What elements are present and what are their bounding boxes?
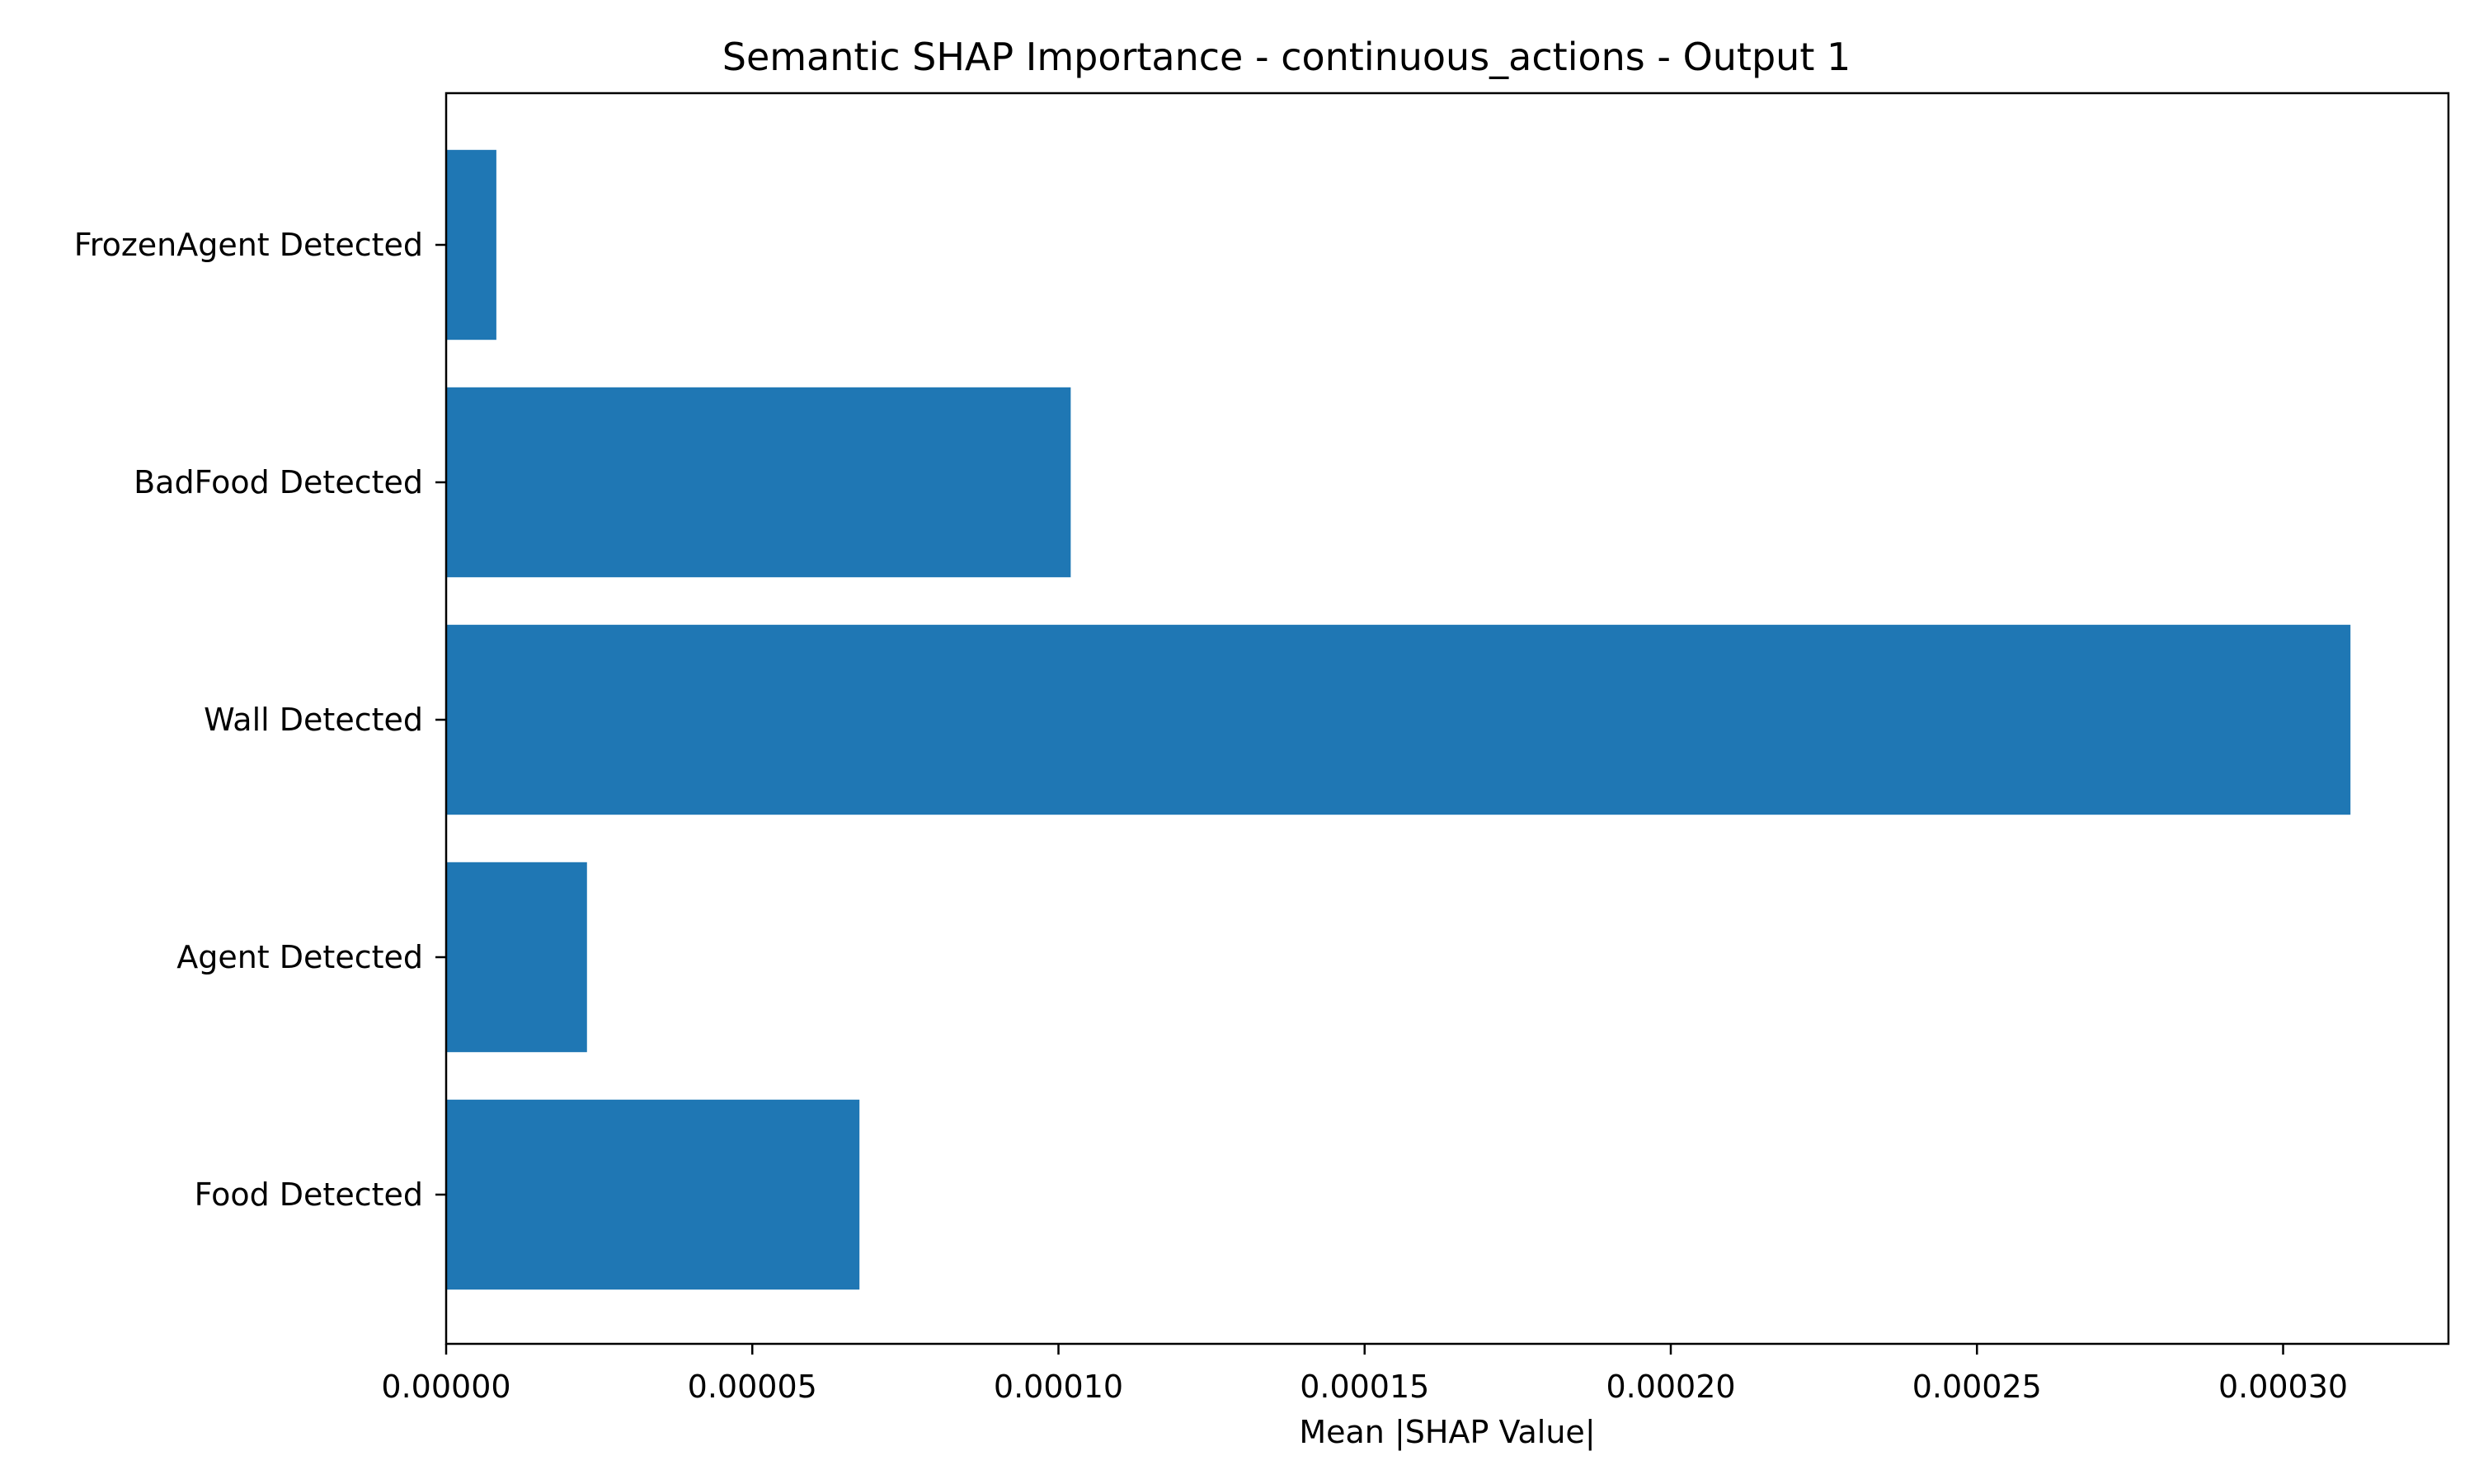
chart-title: Semantic SHAP Importance - continuous_ac…	[722, 35, 1851, 79]
x-tick-label: 0.00015	[1300, 1369, 1429, 1405]
y-tick-label: Agent Detected	[176, 939, 423, 975]
y-tick-label: Food Detected	[195, 1176, 423, 1213]
bar-badfood-detected	[446, 387, 1071, 578]
x-tick-label: 0.00000	[381, 1369, 510, 1405]
x-tick-label: 0.00025	[1912, 1369, 2042, 1405]
bars-group	[446, 149, 2351, 1290]
bar-frozenagent-detected	[446, 149, 496, 340]
y-tick-label: FrozenAgent Detected	[74, 227, 423, 263]
bar-food-detected	[446, 1099, 860, 1290]
y-tick-label: Wall Detected	[204, 702, 423, 738]
bar-wall-detected	[446, 624, 2351, 815]
x-axis-ticks: 0.00000 0.00005 0.00010 0.00015 0.00020 0.000…	[381, 1344, 2348, 1405]
x-tick-label: 0.00005	[688, 1369, 817, 1405]
x-tick-label: 0.00020	[1606, 1369, 1735, 1405]
x-tick-label: 0.00030	[2218, 1369, 2348, 1405]
x-tick-label: 0.00010	[994, 1369, 1123, 1405]
bar-agent-detected	[446, 862, 587, 1053]
x-axis-label: Mean |SHAP Value|	[1299, 1414, 1595, 1451]
y-axis-ticks: FrozenAgent Detected BadFood Detected Wall…	[74, 227, 446, 1213]
plot-area-frame	[444, 92, 2450, 1345]
y-tick-label: BadFood Detected	[134, 464, 423, 500]
